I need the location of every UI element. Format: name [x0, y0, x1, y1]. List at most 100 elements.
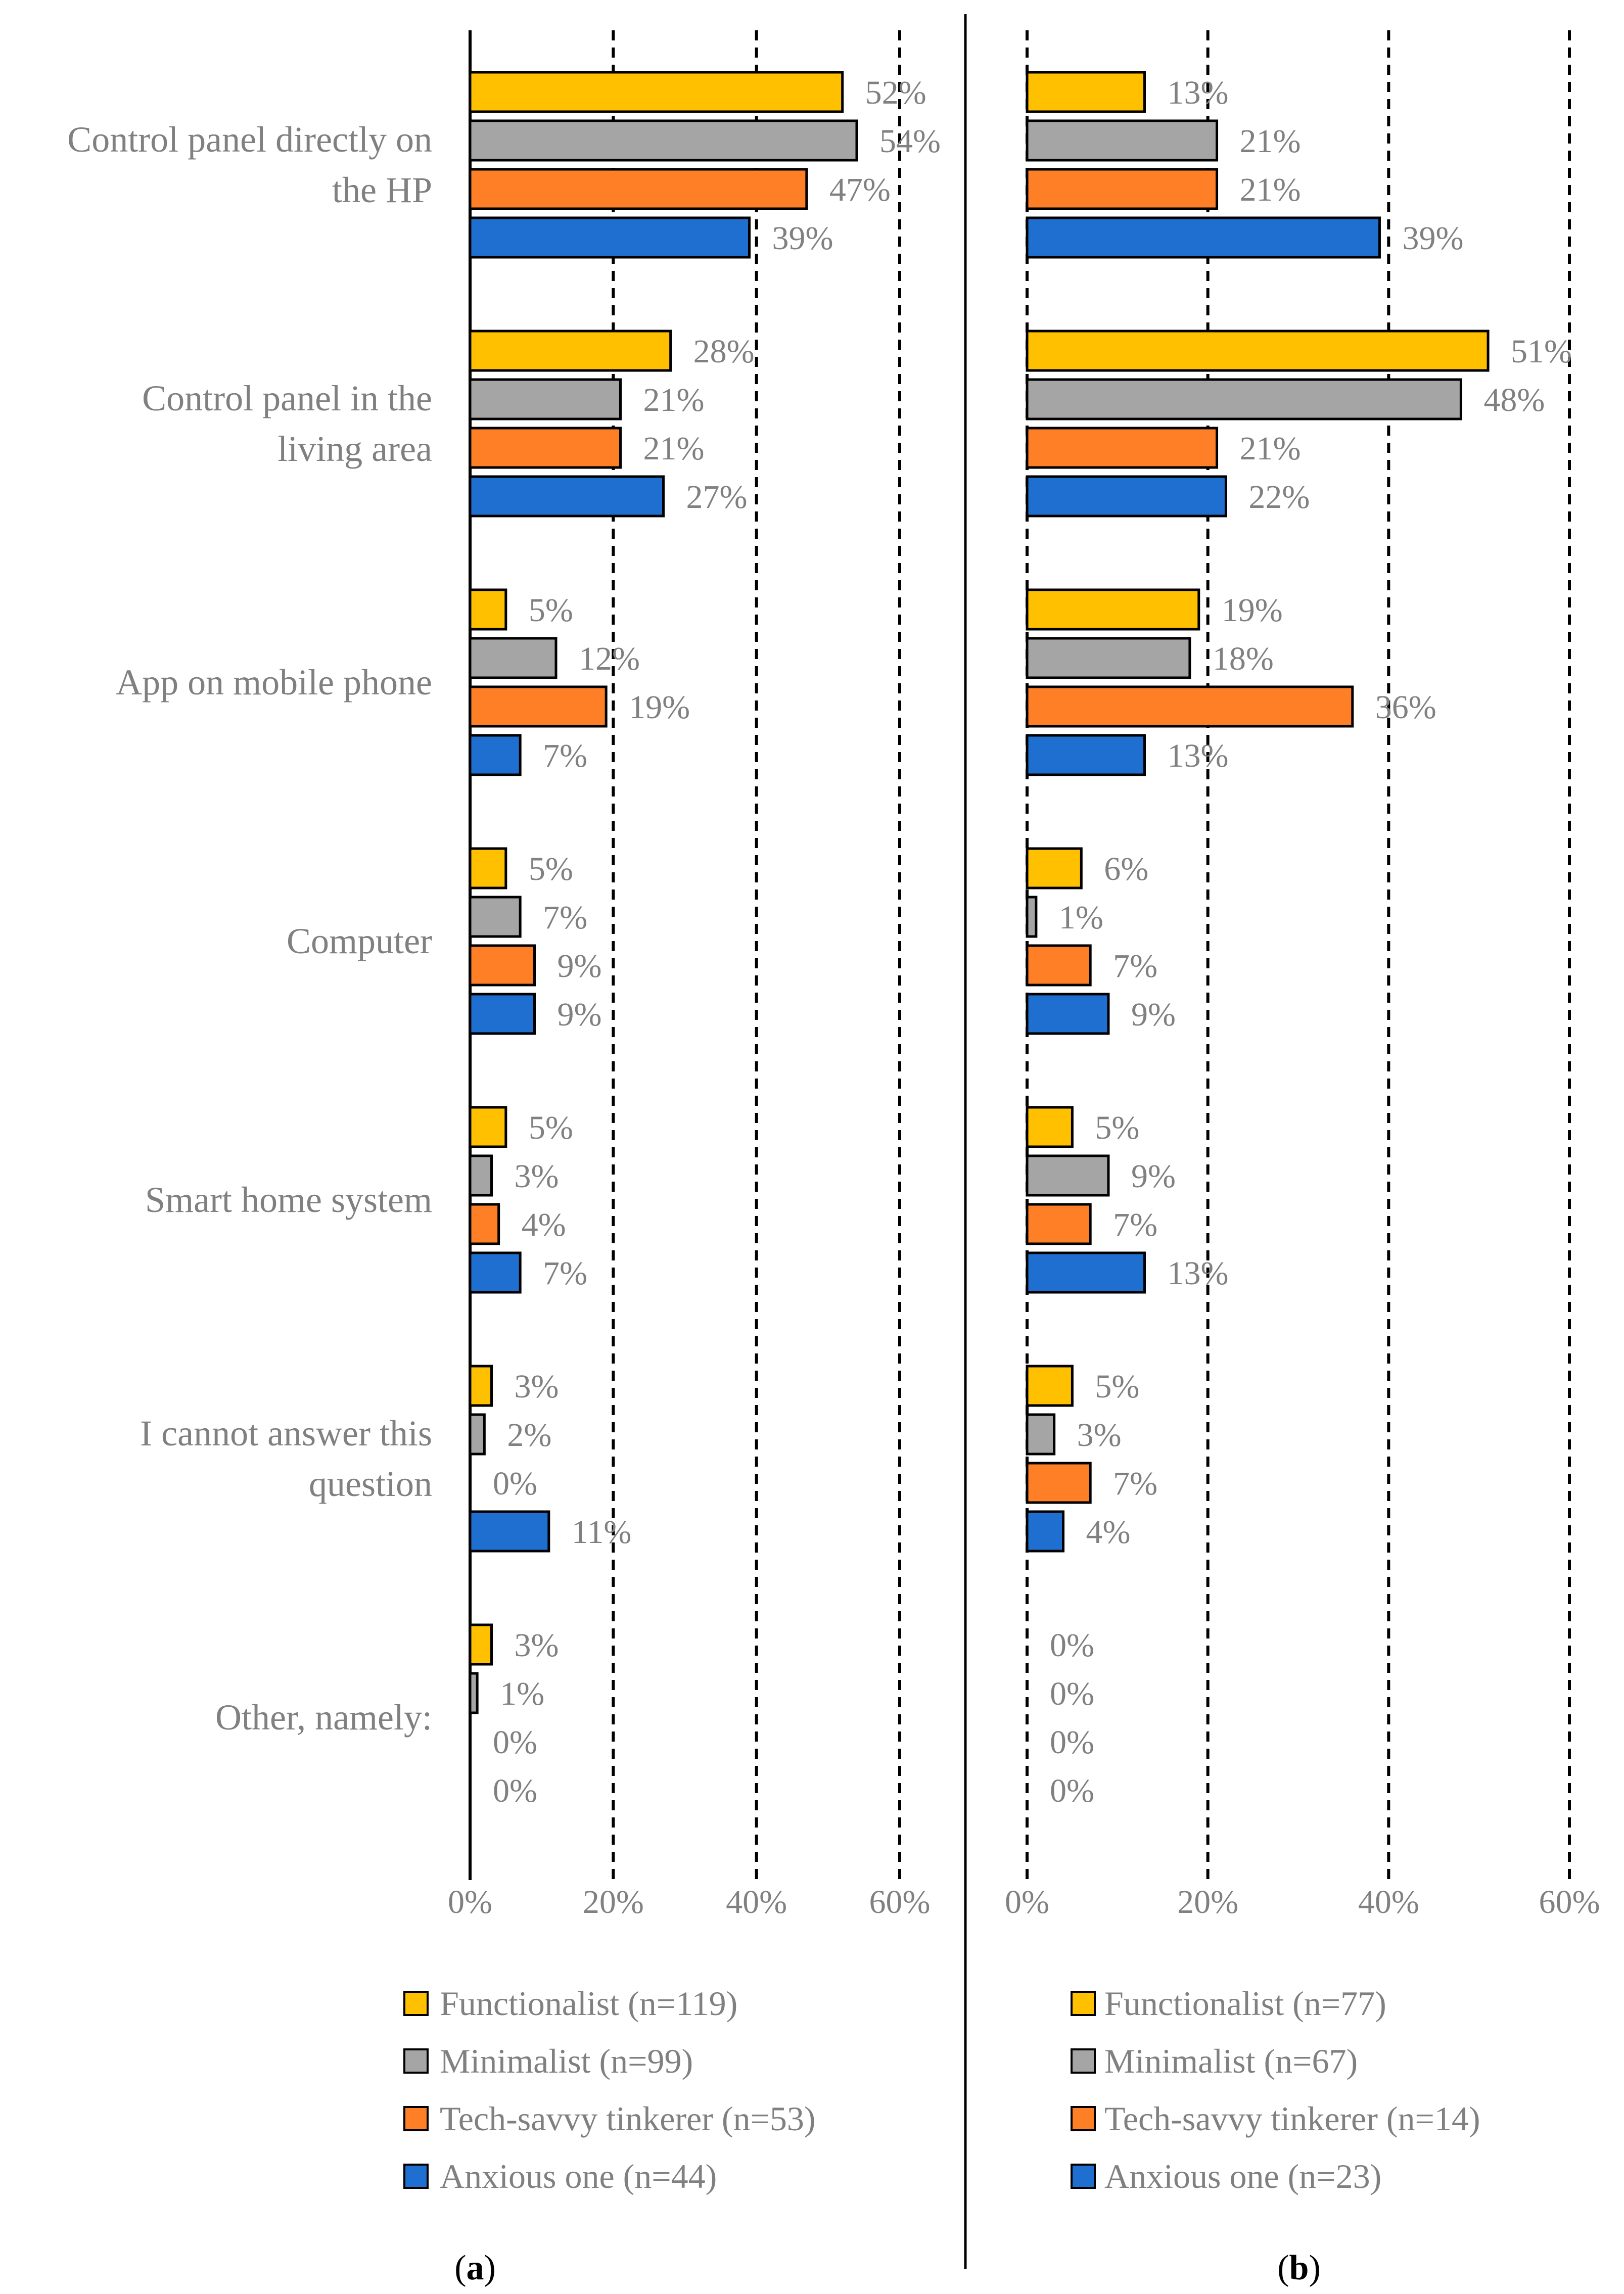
bar-anxious-one-computer — [469, 993, 536, 1035]
data-label: 7% — [543, 899, 587, 936]
x-tick-label: 20% — [1177, 1884, 1238, 1921]
legend-swatch — [1071, 1991, 1096, 2016]
legend-label: Tech-savvy tinkerer (n=14) — [1104, 2099, 1480, 2138]
x-tick-label: 0% — [448, 1884, 492, 1921]
panel-b-chart: 0% 20% 40% 60% 13% 21% 21% 39% 51% 48% 21% 22% 19% 18… — [1005, 30, 1600, 2287]
bar-minimalist-control-panel-in-the-living-area — [469, 378, 622, 420]
x-tick-label: 0% — [1005, 1884, 1049, 1921]
data-label: 9% — [1131, 996, 1176, 1033]
data-label: 4% — [1086, 1514, 1131, 1551]
x-tick-label: 60% — [869, 1884, 931, 1921]
data-label: 9% — [1131, 1158, 1176, 1195]
bar-minimalist-control-panel-directly-on-the-hp — [469, 119, 858, 162]
data-label: 0% — [493, 1465, 537, 1502]
data-label: 27% — [686, 479, 748, 516]
legend-swatch — [1071, 2164, 1096, 2189]
bar-functionalist-other-namely — [469, 1623, 493, 1666]
legend-swatch — [403, 1991, 429, 2016]
panel-a-chart: 0% 20% 40% 60% 52% 54% 47% 39% Control panel dir… — [67, 30, 941, 2287]
bar-tech-savvy-tinkerer-app-on-mobile-phone — [1026, 685, 1354, 728]
bar-anxious-one-control-panel-in-the-living-area — [1026, 475, 1227, 518]
bar-minimalist-computer — [469, 896, 522, 938]
legend-label: Minimalist (n=99) — [440, 2042, 693, 2080]
bar-anxious-one-app-on-mobile-phone — [469, 734, 522, 776]
bar-functionalist-control-panel-directly-on-the-hp — [469, 71, 844, 113]
bar-tech-savvy-tinkerer-smart-home-system — [469, 1203, 500, 1245]
legend-label: Functionalist (n=119) — [440, 1984, 737, 2023]
bar-minimalist-smart-home-system — [469, 1154, 493, 1197]
panel-label: (b) — [1277, 2249, 1321, 2287]
data-label: 5% — [1095, 1109, 1139, 1146]
bar-tech-savvy-tinkerer-computer — [469, 944, 536, 987]
bar-anxious-one-i-cannot-answer-this-question — [469, 1510, 550, 1553]
x-tick-label: 40% — [726, 1884, 787, 1921]
legend-swatch — [403, 2106, 429, 2131]
data-label: 4% — [522, 1206, 566, 1243]
data-label: 7% — [1113, 1206, 1157, 1243]
data-label: 19% — [629, 689, 690, 726]
data-label: 39% — [1402, 220, 1463, 257]
data-label: 7% — [543, 1255, 587, 1292]
data-label: 21% — [643, 430, 705, 467]
data-label: 1% — [1059, 899, 1103, 936]
data-label: 18% — [1213, 640, 1274, 677]
bar-tech-savvy-tinkerer-app-on-mobile-phone — [469, 685, 608, 728]
data-label: 51% — [1511, 333, 1572, 370]
bar-functionalist-computer — [469, 847, 507, 889]
bar-minimalist-other-namely — [469, 1672, 479, 1714]
data-label: 0% — [493, 1724, 537, 1761]
bar-tech-savvy-tinkerer-i-cannot-answer-this-question — [1026, 1462, 1092, 1504]
data-label: 9% — [558, 948, 602, 985]
category-label: question — [309, 1464, 432, 1504]
category-label: Control panel directly on — [67, 119, 432, 160]
bar-anxious-one-control-panel-directly-on-the-hp — [1026, 216, 1381, 259]
data-label: 21% — [1240, 171, 1301, 208]
bar-functionalist-app-on-mobile-phone — [469, 588, 507, 631]
data-label: 54% — [879, 123, 941, 160]
x-tick-label: 60% — [1539, 1884, 1600, 1921]
bar-functionalist-control-panel-directly-on-the-hp — [1026, 71, 1146, 113]
bar-minimalist-smart-home-system — [1026, 1154, 1110, 1197]
bar-anxious-one-control-panel-directly-on-the-hp — [469, 216, 751, 259]
bar-minimalist-control-panel-directly-on-the-hp — [1026, 119, 1219, 162]
data-label: 0% — [1050, 1724, 1094, 1761]
data-label: 36% — [1375, 689, 1436, 726]
category-label: I cannot answer this — [140, 1413, 432, 1454]
data-label: 7% — [1113, 1465, 1157, 1502]
data-label: 39% — [772, 220, 833, 257]
bar-tech-savvy-tinkerer-control-panel-in-the-living-area — [1026, 427, 1219, 469]
bar-functionalist-control-panel-in-the-living-area — [469, 330, 672, 372]
data-label: 0% — [1050, 1772, 1094, 1809]
data-label: 28% — [693, 333, 755, 370]
legend-swatch — [1071, 2048, 1096, 2074]
legend-label: Anxious one (n=23) — [1104, 2157, 1381, 2195]
legend-swatch — [1071, 2106, 1096, 2131]
bar-minimalist-app-on-mobile-phone — [469, 637, 558, 679]
bar-functionalist-smart-home-system — [469, 1106, 507, 1148]
legend-swatch — [403, 2164, 429, 2189]
data-label: 3% — [515, 1158, 559, 1195]
data-label: 12% — [579, 640, 640, 677]
data-label: 0% — [1050, 1627, 1094, 1664]
data-label: 47% — [829, 171, 891, 208]
data-label: 1% — [500, 1675, 544, 1712]
data-label: 5% — [529, 851, 573, 887]
bar-functionalist-control-panel-in-the-living-area — [1026, 330, 1490, 372]
data-label: 6% — [1104, 851, 1148, 887]
data-label: 2% — [507, 1417, 551, 1454]
data-label: 0% — [493, 1772, 537, 1809]
data-label: 19% — [1222, 592, 1283, 629]
panel-label: (a) — [454, 2249, 496, 2287]
data-label: 21% — [1240, 123, 1301, 160]
category-label: Computer — [287, 921, 432, 961]
category-label: living area — [277, 429, 432, 469]
bar-anxious-one-smart-home-system — [1026, 1251, 1146, 1294]
bar-functionalist-i-cannot-answer-this-question — [1026, 1365, 1074, 1407]
data-label: 5% — [529, 1109, 573, 1146]
bar-minimalist-control-panel-in-the-living-area — [1026, 378, 1462, 420]
bar-functionalist-smart-home-system — [1026, 1106, 1074, 1148]
data-label: 13% — [1167, 737, 1228, 774]
bar-anxious-one-computer — [1026, 993, 1110, 1035]
category-label: App on mobile phone — [116, 662, 432, 703]
